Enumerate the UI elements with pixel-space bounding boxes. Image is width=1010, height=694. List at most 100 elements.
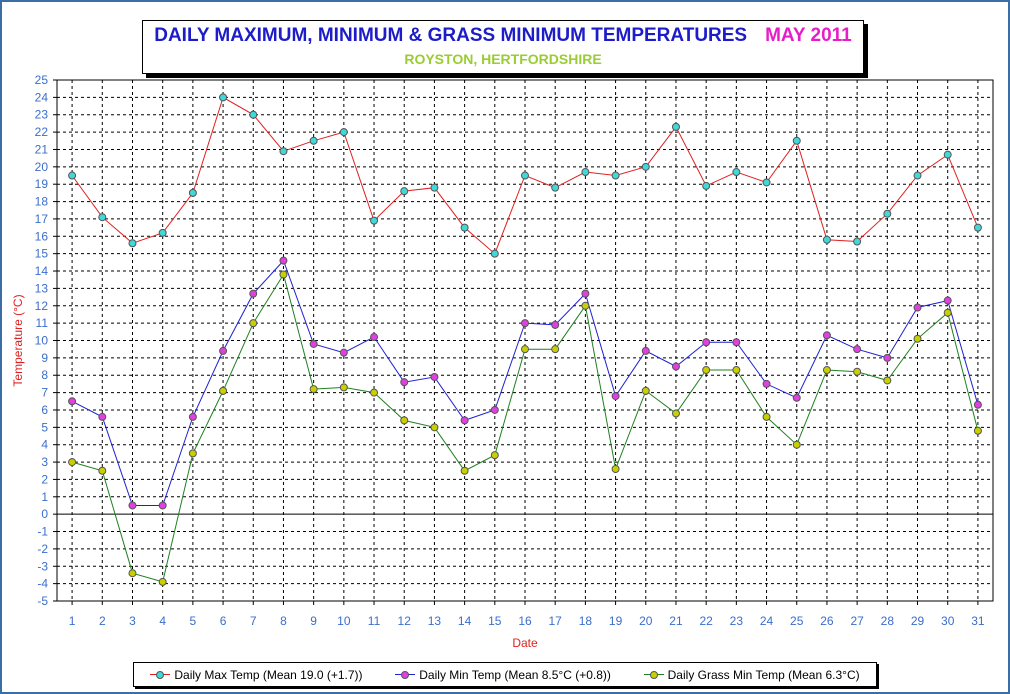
- data-point-min: [128, 501, 137, 510]
- legend-item-min: Daily Min Temp (Mean 8.5°C (+0.8)): [395, 668, 611, 682]
- x-tick-label: 14: [458, 614, 472, 628]
- y-tick-label: 14: [35, 264, 49, 278]
- data-point-max: [249, 110, 258, 119]
- data-point-max: [943, 150, 952, 159]
- x-tick-label: 4: [159, 614, 166, 628]
- y-tick-label: 4: [41, 438, 48, 452]
- x-tick-label: 25: [790, 614, 804, 628]
- x-tick-label: 13: [428, 614, 442, 628]
- data-point-grass: [339, 383, 348, 392]
- data-point-grass: [188, 449, 197, 458]
- data-point-max: [702, 181, 711, 190]
- legend-item-grass: Daily Grass Min Temp (Mean 6.3°C): [643, 667, 860, 682]
- x-tick-label: 27: [850, 614, 864, 628]
- data-point-min: [792, 393, 801, 402]
- data-point-max: [98, 213, 107, 222]
- x-tick-label: 12: [398, 614, 412, 628]
- x-tick-label: 6: [220, 614, 227, 628]
- y-tick-label: 10: [35, 334, 49, 348]
- chart-subtitle: ROYSTON, HERTFORDSHIRE: [404, 51, 602, 67]
- chart-title: DAILY MAXIMUM, MINIMUM & GRASS MINIMUM T…: [154, 25, 748, 46]
- data-point-grass: [309, 385, 318, 394]
- x-tick-label: 17: [549, 614, 563, 628]
- data-point-grass: [792, 440, 801, 449]
- x-tick-label: 19: [609, 614, 623, 628]
- data-point-grass: [68, 458, 77, 467]
- legend-label-grass: Daily Grass Min Temp (Mean 6.3°C): [667, 667, 860, 682]
- y-tick-label: 20: [35, 160, 49, 174]
- data-point-min: [490, 405, 499, 414]
- y-tick-label: -1: [37, 525, 48, 539]
- data-point-grass: [702, 366, 711, 375]
- data-point-min: [913, 303, 922, 312]
- y-tick-label: -2: [37, 542, 48, 556]
- data-point-min: [551, 320, 560, 329]
- data-point-min: [973, 400, 982, 409]
- y-tick-label: 16: [35, 229, 49, 243]
- x-tick-label: 30: [941, 614, 955, 628]
- data-point-min: [611, 392, 620, 401]
- y-tick-label: 24: [35, 90, 49, 104]
- data-point-min: [279, 256, 288, 265]
- data-point-grass: [943, 308, 952, 317]
- y-tick-label: 23: [35, 108, 49, 122]
- data-point-min: [762, 379, 771, 388]
- data-point-grass: [249, 319, 258, 328]
- legend-label-min: Daily Min Temp (Mean 8.5°C (+0.8)): [419, 667, 611, 682]
- data-point-max: [822, 235, 831, 244]
- data-point-min: [339, 348, 348, 357]
- x-tick-label: 23: [730, 614, 744, 628]
- data-point-max: [883, 209, 892, 218]
- y-tick-label: 7: [41, 386, 48, 400]
- x-tick-label: 26: [820, 614, 834, 628]
- x-tick-label: 9: [310, 614, 317, 628]
- data-point-grass: [370, 388, 379, 397]
- data-point-grass: [762, 412, 771, 421]
- x-tick-label: 29: [911, 614, 925, 628]
- data-point-max: [762, 178, 771, 187]
- data-point-grass: [400, 416, 409, 425]
- y-tick-label: 19: [35, 177, 49, 191]
- data-point-min: [732, 338, 741, 347]
- data-point-grass: [279, 270, 288, 279]
- data-point-grass: [641, 386, 650, 395]
- data-point-grass: [158, 577, 167, 586]
- data-point-max: [641, 162, 650, 171]
- data-point-min: [581, 289, 590, 298]
- data-point-grass: [611, 465, 620, 474]
- data-point-min: [400, 378, 409, 387]
- y-tick-label: 22: [35, 125, 49, 139]
- x-tick-label: 21: [669, 614, 683, 628]
- data-point-min: [641, 346, 650, 355]
- data-point-min: [430, 372, 439, 381]
- y-tick-label: 8: [41, 368, 48, 382]
- x-tick-label: 28: [881, 614, 895, 628]
- data-point-grass: [490, 451, 499, 460]
- data-point-min: [370, 333, 379, 342]
- data-point-grass: [128, 569, 137, 578]
- data-point-grass: [219, 386, 228, 395]
- data-point-grass: [98, 466, 107, 475]
- legend-item-max: Daily Max Temp (Mean 19.0 (+1.7)): [150, 668, 363, 682]
- data-point-max: [400, 187, 409, 196]
- data-point-min: [943, 296, 952, 305]
- data-point-max: [732, 168, 741, 177]
- x-tick-label: 18: [579, 614, 593, 628]
- data-point-min: [883, 353, 892, 362]
- x-tick-label: 8: [280, 614, 287, 628]
- x-tick-label: 1: [69, 614, 76, 628]
- data-point-min: [219, 346, 228, 355]
- data-point-max: [339, 128, 348, 137]
- data-point-max: [853, 237, 862, 246]
- y-tick-label: 18: [35, 195, 49, 209]
- data-point-min: [249, 289, 258, 298]
- data-point-max: [551, 183, 560, 192]
- x-tick-label: 22: [699, 614, 713, 628]
- y-tick-label: 13: [35, 281, 49, 295]
- data-point-max: [521, 171, 529, 180]
- chart-month: MAY 2011: [765, 25, 852, 46]
- chart-legend: Daily Max Temp (Mean 19.0 (+1.7)) Daily …: [133, 662, 877, 687]
- x-axis-label: Date: [512, 636, 538, 650]
- x-tick-label: 7: [250, 614, 257, 628]
